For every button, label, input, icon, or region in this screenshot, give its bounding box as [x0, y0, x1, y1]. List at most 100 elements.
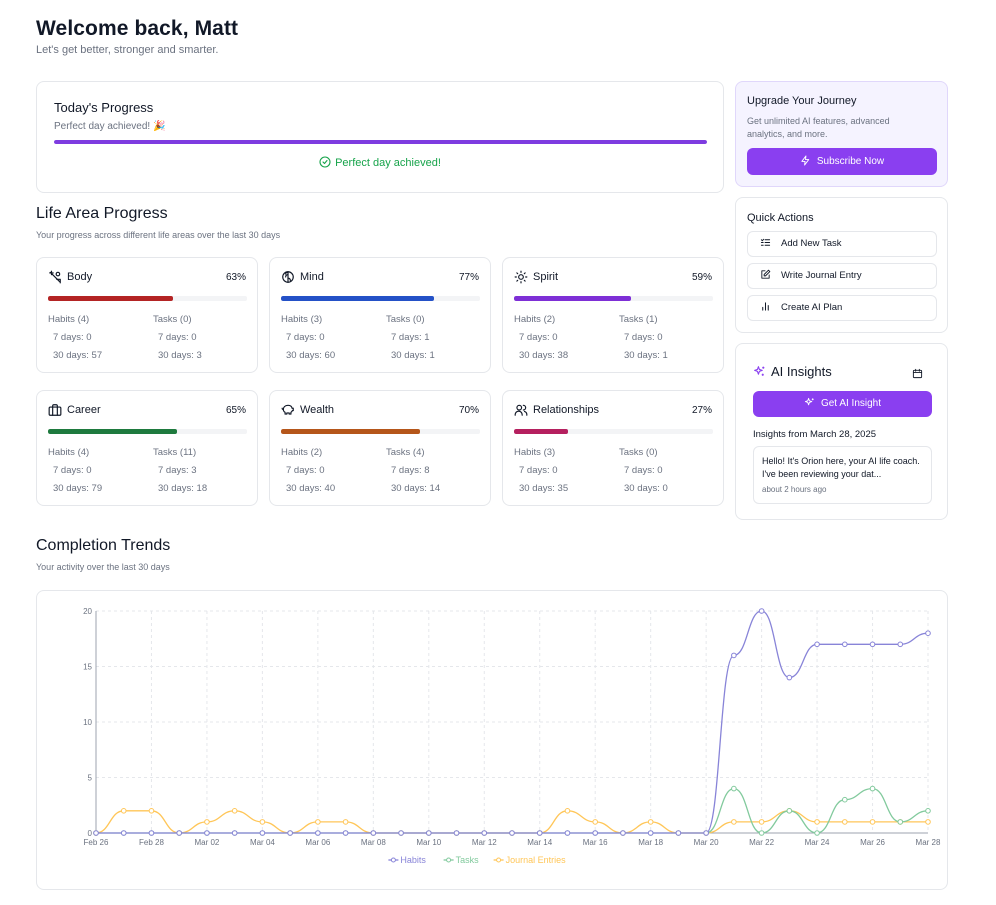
life-area-card-spirit[interactable]: Spirit 59% Habits (2) 7 days: 0 30 days: 38 T…: [502, 257, 724, 373]
life-area-card-mind[interactable]: Mind 77% Habits (3) 7 days: 0 30 days: 60 Tas…: [269, 257, 491, 373]
data-point-habits: [869, 641, 876, 648]
data-point-journal-entries: [592, 819, 599, 825]
life-area-card-body[interactable]: Body 63% Habits (4) 7 days: 0 30 days: 57 Tas…: [36, 257, 258, 373]
life-area-tasks: Tasks (4) 7 days: 8 30 days: 14: [386, 447, 440, 501]
tasks-30-days: 30 days: 1: [624, 350, 668, 361]
series-line-habits: [95, 610, 929, 834]
life-area-header: Relationships 27%: [514, 403, 712, 419]
legend-marker-habits: [390, 857, 396, 863]
data-point-tasks: [897, 819, 904, 825]
todays-progress-subtitle: Perfect day achieved! 🎉: [54, 121, 166, 132]
body-icon: [49, 270, 61, 284]
habits-30-days: 30 days: 38: [519, 350, 569, 361]
data-point-tasks: [842, 796, 848, 803]
create-ai-plan-button[interactable]: Create AI Plan: [747, 295, 937, 321]
insight-message[interactable]: Hello! It's Orion here, your AI life coa…: [753, 446, 932, 504]
data-point-habits: [120, 830, 127, 836]
data-point-tasks: [925, 808, 931, 814]
data-point-habits: [647, 830, 654, 836]
tasks-7-days: 7 days: 8: [391, 465, 430, 476]
life-area-progress-fill: [514, 429, 568, 434]
x-tick-label: Mar 04: [250, 838, 275, 847]
data-point-journal-entries: [647, 819, 654, 825]
page-title: Welcome back, Matt: [36, 17, 239, 40]
life-area-name: Body: [67, 271, 93, 283]
life-area-tasks: Tasks (0) 7 days: 0 30 days: 3: [153, 314, 202, 368]
data-point-habits: [231, 830, 238, 836]
insights-date: Insights from March 28, 2025: [753, 429, 877, 440]
data-point-journal-entries: [814, 819, 820, 825]
x-tick-label: Mar 22: [749, 838, 774, 847]
life-area-progress-bar: [514, 429, 713, 434]
get-ai-insight-label: Get AI Insight: [820, 398, 882, 409]
get-ai-insight-button[interactable]: Get AI Insight: [753, 391, 932, 417]
life-area-percent: 59%: [691, 272, 712, 283]
x-tick-label: Mar 08: [361, 838, 386, 847]
tasks-30-days: 30 days: 14: [391, 483, 441, 494]
life-area-title: Life Area Progress: [36, 205, 168, 222]
upgrade-title: Upgrade Your Journey: [747, 95, 857, 107]
bar-chart-icon: [762, 302, 769, 311]
x-tick-label: Mar 20: [694, 838, 719, 847]
life-area-percent: 63%: [225, 272, 246, 283]
life-area-tasks: Tasks (1) 7 days: 0 30 days: 1: [619, 314, 668, 368]
data-point-tasks: [786, 808, 793, 814]
add-new-task-button[interactable]: Add New Task: [747, 231, 937, 257]
subscribe-button[interactable]: Subscribe Now: [747, 148, 937, 175]
habits-30-days: 30 days: 57: [53, 350, 103, 361]
life-area-tasks: Tasks (0) 7 days: 1 30 days: 1: [386, 314, 435, 368]
ai-insights-title: AI Insights: [753, 364, 832, 379]
life-area-percent: 77%: [458, 272, 479, 283]
tasks-7-days: 7 days: 3: [158, 465, 197, 476]
life-area-habits: Habits (3) 7 days: 0 30 days: 60: [281, 314, 335, 368]
data-point-habits: [453, 830, 460, 836]
life-area-card-wealth[interactable]: Wealth 70% Habits (2) 7 days: 0 30 days: 40 T…: [269, 390, 491, 506]
life-area-card-career[interactable]: Career 65% Habits (4) 7 days: 0 30 days: 79 T…: [36, 390, 258, 506]
data-point-journal-entries: [869, 819, 876, 825]
write-journal-entry-button[interactable]: Write Journal Entry: [747, 263, 937, 289]
series-line-tasks: [95, 787, 929, 834]
tasks-30-days: 30 days: 0: [624, 483, 668, 494]
data-point-journal-entries: [342, 819, 349, 825]
life-area-progress-fill: [281, 429, 421, 434]
life-area-progress-bar: [48, 296, 247, 301]
data-point-habits: [481, 830, 488, 836]
brain-icon: [282, 271, 294, 283]
data-point-habits: [675, 830, 682, 836]
life-area-progress-fill: [514, 296, 632, 301]
life-area-card-relationships[interactable]: Relationships 27% Habits (3) 7 days: 0 30 da…: [502, 390, 724, 506]
completion-trends-chart-card: 0 5 10 15 20 Feb 26 Feb 28 Mar 02 Mar 04 Mar 06 Ma…: [36, 590, 948, 890]
life-area-name: Wealth: [300, 404, 335, 416]
tasks-count: Tasks (1): [619, 314, 658, 325]
life-area-percent: 70%: [458, 405, 479, 416]
life-area-habits: Habits (4) 7 days: 0 30 days: 57: [48, 314, 102, 368]
data-point-habits: [176, 830, 182, 836]
data-point-habits: [93, 830, 99, 836]
x-tick-label: Feb 28: [139, 838, 164, 847]
data-point-habits: [315, 830, 321, 836]
habits-count: Habits (3): [514, 447, 556, 458]
data-point-journal-entries: [148, 808, 155, 814]
piggy-bank-icon: [281, 404, 294, 415]
perfect-day-status-text: Perfect day achieved!: [335, 157, 441, 169]
quick-actions-card: Quick Actions Add New Task Write Journal…: [735, 197, 948, 333]
subscribe-button-label: Subscribe Now: [816, 156, 885, 167]
data-point-habits: [814, 641, 820, 648]
data-point-habits: [287, 830, 293, 836]
tasks-7-days: 7 days: 0: [158, 332, 197, 343]
data-point-journal-entries: [925, 819, 931, 825]
life-area-name: Relationships: [533, 404, 600, 416]
quick-actions-title: Quick Actions: [747, 212, 814, 224]
habits-30-days: 30 days: 35: [519, 483, 569, 494]
habits-7-days: 7 days: 0: [286, 332, 325, 343]
data-point-tasks: [814, 830, 820, 836]
todays-progress-bar-fill: [54, 140, 707, 144]
data-point-tasks: [731, 785, 737, 792]
pencil-square-icon: [761, 269, 771, 279]
calendar-icon[interactable]: [912, 366, 923, 384]
habits-30-days: 30 days: 40: [286, 483, 336, 494]
x-tick-label: Mar 12: [472, 838, 497, 847]
x-tick-label: Mar 10: [416, 838, 441, 847]
life-area-tasks: Tasks (11) 7 days: 3 30 days: 18: [153, 447, 207, 501]
life-area-subtitle: Your progress across different life area…: [36, 230, 281, 240]
